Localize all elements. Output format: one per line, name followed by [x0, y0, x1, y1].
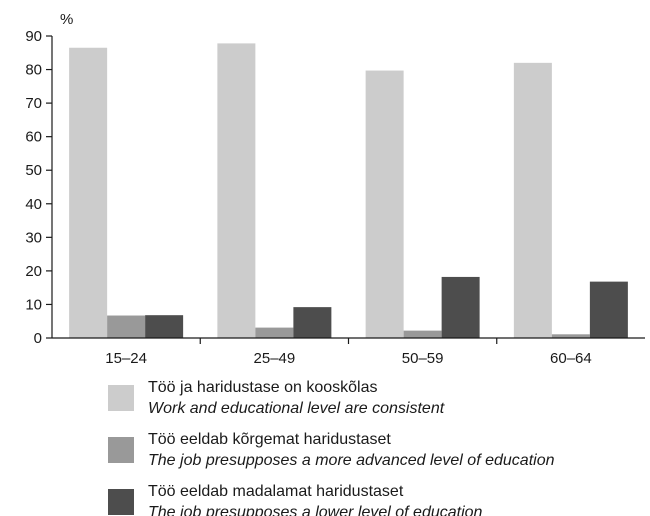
legend-label-en-3: The job presupposes a lower level of edu… [148, 504, 483, 516]
y-tick-label: 50 [25, 162, 42, 179]
bar-3-60–64 [589, 281, 628, 338]
legend: Töö ja haridustase on kooskõlas Work and … [108, 379, 555, 516]
bar-1-25–49 [217, 43, 256, 338]
bar-1-15–24 [69, 47, 108, 338]
bars-group [69, 43, 628, 338]
x-tick-label: 15–24 [105, 350, 147, 367]
legend-label-2: Töö eeldab kõrgemat haridustaset [148, 431, 391, 448]
legend-label-en-2: The job presupposes a more advanced leve… [148, 452, 555, 469]
y-axis: 0 10 20 30 40 50 60 70 80 90 [25, 28, 53, 347]
y-tick-label: 10 [25, 296, 42, 313]
legend-swatch-2 [108, 437, 134, 463]
y-tick-label: 20 [25, 263, 42, 280]
y-tick-label: 30 [25, 229, 42, 246]
bar-3-15–24 [145, 315, 184, 338]
y-tick-label: 80 [25, 62, 42, 79]
legend-swatch-3 [108, 489, 134, 515]
legend-label-en-1: Work and educational level are consisten… [148, 400, 445, 417]
legend-swatch-1 [108, 385, 134, 411]
bar-1-50–59 [365, 70, 404, 338]
bar-3-25–49 [293, 307, 332, 338]
bar-2-15–24 [107, 315, 146, 338]
bar-3-50–59 [441, 276, 480, 338]
x-axis: 15–24 25–49 50–59 60–64 [52, 337, 645, 367]
bar-2-25–49 [255, 327, 294, 338]
y-axis-unit-label: % [60, 11, 73, 28]
y-tick-label: 40 [25, 196, 42, 213]
bar-2-50–59 [403, 330, 442, 338]
y-tick-label: 70 [25, 95, 42, 112]
y-tick-label: 90 [25, 28, 42, 45]
legend-label-3: Töö eeldab madalamat haridustaset [148, 483, 404, 500]
x-tick-label: 50–59 [402, 350, 444, 367]
bar-2-60–64 [551, 334, 590, 338]
y-tick-label: 60 [25, 129, 42, 146]
legend-label-1: Töö ja haridustase on kooskõlas [148, 379, 377, 396]
bar-1-60–64 [513, 62, 552, 338]
x-tick-label: 25–49 [254, 350, 296, 367]
y-tick-label: 0 [34, 330, 42, 347]
x-tick-label: 60–64 [550, 350, 592, 367]
